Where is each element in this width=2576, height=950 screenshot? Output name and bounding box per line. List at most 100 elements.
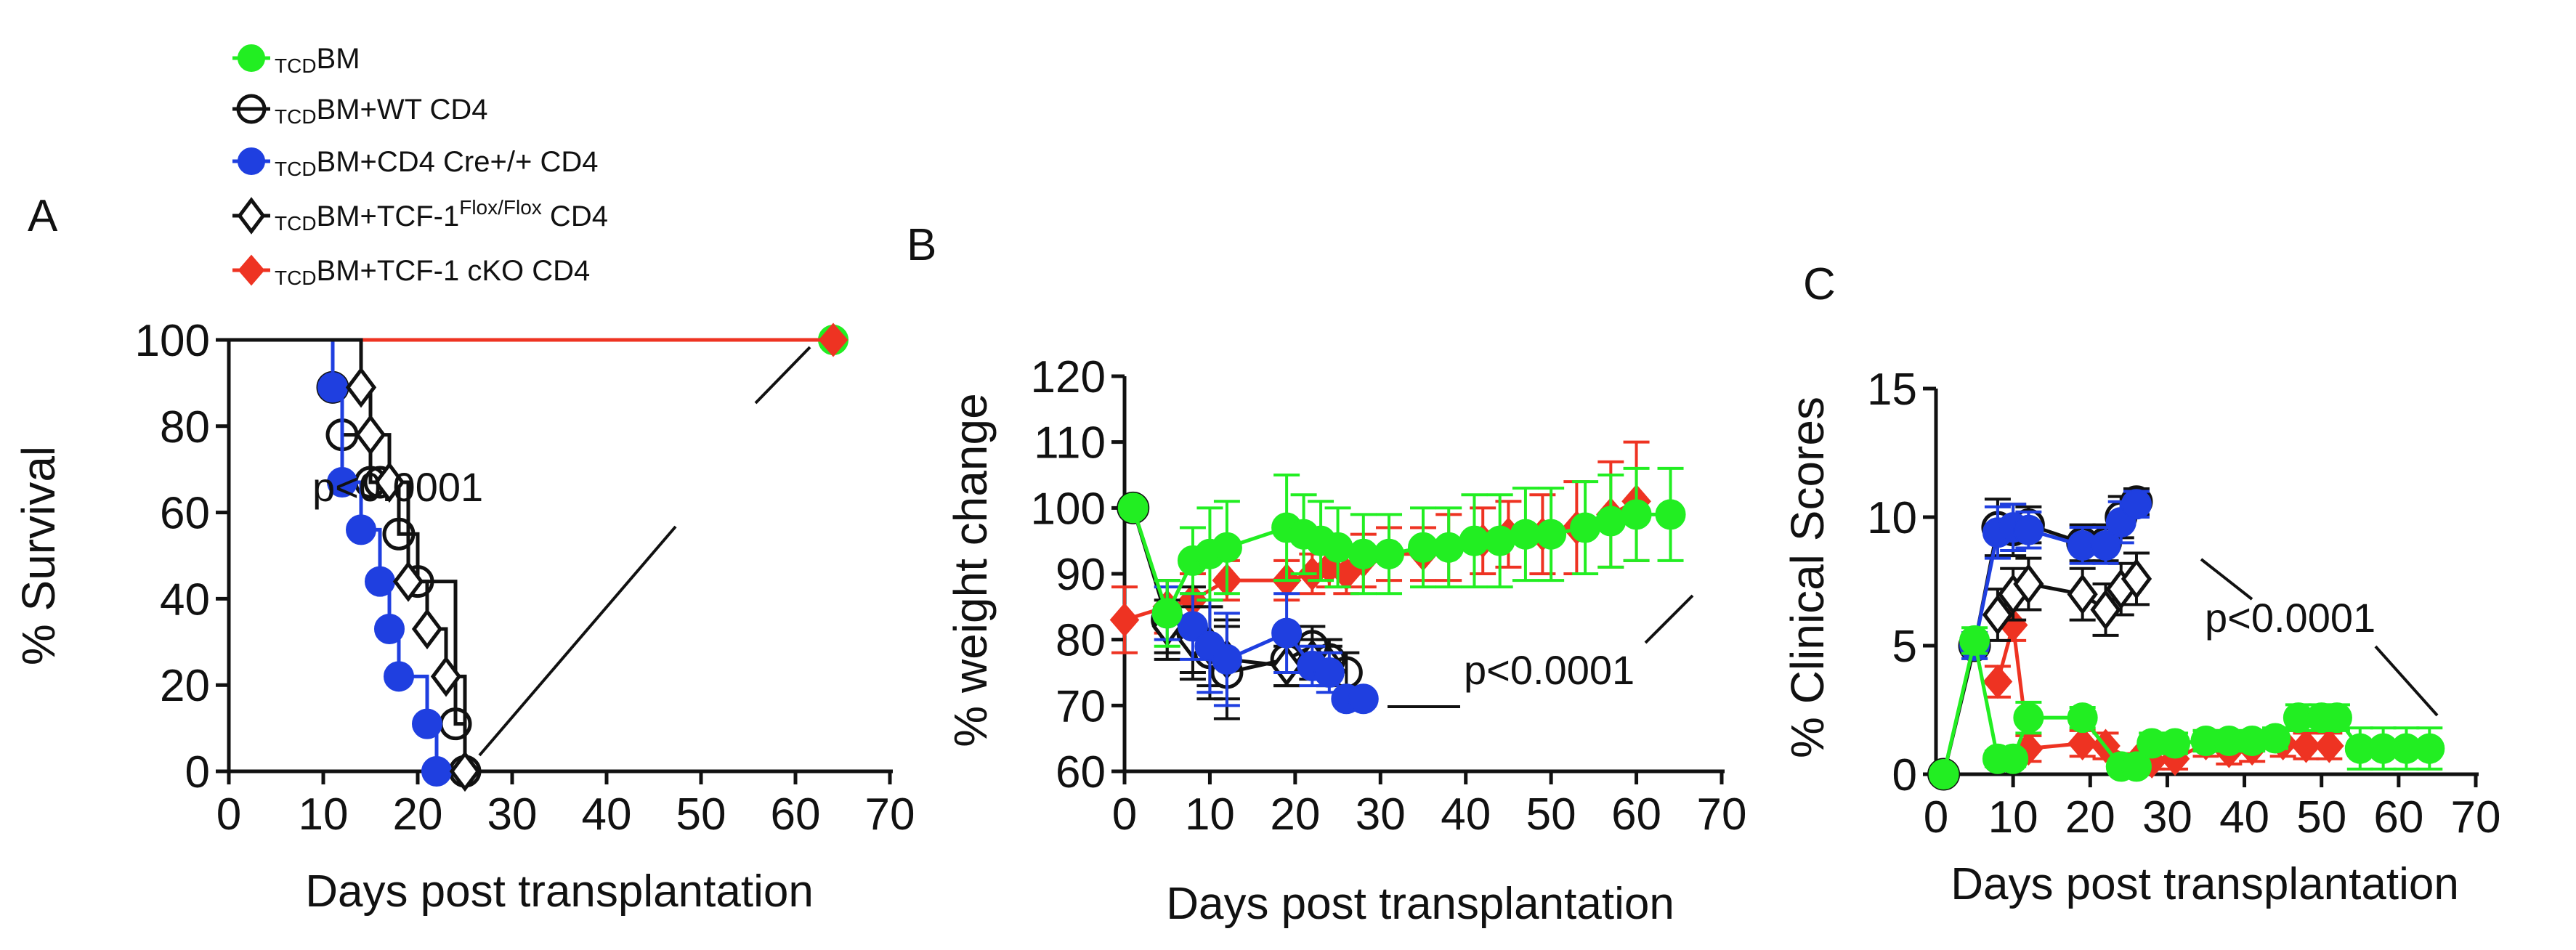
legend-item-cre: TCDBM+CD4 Cre+/+ CD4 (232, 146, 598, 180)
p-value-annotation: p<0.0001 (2200, 558, 2439, 717)
x-tick-label: 60 (771, 789, 821, 840)
y-tick-label: 0 (185, 747, 210, 797)
series-cre (1959, 489, 2152, 661)
legend-marker (238, 147, 265, 175)
data-point (1211, 532, 1242, 563)
legend-marker (238, 254, 265, 286)
legend-label: TCDBM+TCF-1 cKO CD4 (275, 255, 590, 289)
legend-sub: TCD (275, 105, 317, 128)
data-point (2260, 723, 2291, 754)
legend-sup: Flox/Flox (459, 196, 542, 219)
y-axis-label: % weight change (944, 393, 997, 747)
y-tick-label: 120 (1031, 352, 1106, 402)
legend-text: BM (317, 43, 360, 75)
x-tick-label: 60 (2373, 792, 2423, 843)
series-flox (229, 338, 481, 792)
data-point (1151, 598, 1183, 629)
data-point (1621, 499, 1652, 530)
x-tick-label: 10 (299, 789, 349, 840)
x-tick-label: 30 (1356, 789, 1406, 840)
y-tick-label: 110 (1034, 418, 1106, 468)
data-point (2291, 728, 2321, 763)
data-point (1313, 657, 1345, 688)
legend-sub: TCD (275, 212, 317, 235)
y-tick-label: 0 (1892, 750, 1917, 800)
legend-text: BM+TCF-1 cKO CD4 (317, 255, 591, 287)
x-tick-label: 0 (1112, 789, 1137, 840)
data-point (373, 461, 405, 503)
x-axis-label: Days post transplantation (305, 866, 814, 917)
data-point (1928, 759, 1959, 789)
legend-marker (236, 94, 267, 124)
x-tick-label: 50 (1526, 789, 1576, 840)
x-tick-label: 70 (865, 789, 915, 840)
x-tick-label: 30 (487, 789, 538, 840)
data-point (430, 656, 462, 697)
data-point (355, 414, 386, 455)
p-value-label: p<0.0001 (1464, 647, 1635, 693)
data-point (2090, 529, 2121, 561)
y-tick-label: 90 (1056, 550, 1106, 600)
data-point (345, 367, 377, 408)
legend-sub: TCD (275, 267, 317, 289)
x-tick-label: 30 (2142, 792, 2192, 843)
x-tick-label: 40 (582, 789, 632, 840)
data-point (1211, 644, 1242, 675)
y-tick-label: 100 (1031, 484, 1106, 534)
data-point (2067, 726, 2097, 761)
series-tcd (1117, 466, 1686, 648)
legend-text: BM+WT CD4 (317, 94, 488, 126)
x-tick-label: 0 (216, 789, 241, 840)
data-point (2067, 702, 2098, 734)
legend-marker (238, 44, 265, 72)
data-point (392, 561, 424, 602)
y-tick-label: 15 (1867, 365, 1917, 415)
legend-label: TCDBM+TCF-1Flox/Flox CD4 (275, 196, 608, 235)
data-point (1982, 594, 2014, 636)
axes-C: 0 10 20 30 40 50 60 70 0 5 10 15 Days post transplan… (1781, 365, 2500, 909)
x-tick-label: 50 (676, 789, 726, 840)
data-point (2121, 751, 2152, 782)
legend-sub: TCD (275, 158, 317, 180)
x-tick-label: 70 (2451, 792, 2501, 843)
legend-label: TCDBM+CD4 Cre+/+ CD4 (275, 146, 598, 180)
legend-item-flox: TCDBM+TCF-1Flox/Flox CD4 (232, 196, 608, 235)
data-point (1177, 611, 1208, 642)
legend-item-tcd: TCDBM (232, 43, 360, 77)
data-point (1655, 499, 1686, 530)
data-point (1271, 617, 1303, 649)
y-tick-label: 70 (1056, 681, 1106, 731)
data-point (1117, 492, 1149, 524)
y-tick-label: 80 (160, 402, 210, 452)
p-value-annotation: p<0.0001 (1388, 594, 1694, 708)
y-tick-label: 20 (160, 661, 210, 711)
x-tick-label: 40 (1441, 789, 1491, 840)
data-point (1998, 743, 2029, 774)
y-tick-label: 60 (160, 489, 210, 539)
legend-label: TCDBM+WT CD4 (275, 94, 488, 128)
data-point (818, 322, 848, 357)
p-value-label: p<0.0001 (312, 464, 483, 510)
legend-item-wt: TCDBM+WT CD4 (232, 94, 488, 128)
data-point (2067, 574, 2098, 615)
x-tick-label: 10 (1988, 792, 2038, 843)
x-tick-label: 20 (1270, 789, 1320, 840)
data-point (374, 613, 405, 644)
axes-A: 0 10 20 30 40 50 60 70 0 20 40 60 80 100 Days post tra… (12, 316, 915, 917)
x-tick-label: 40 (2219, 792, 2269, 843)
data-point (2414, 733, 2445, 764)
x-tick-label: 10 (1185, 789, 1235, 840)
x-tick-label: 0 (1924, 792, 1948, 843)
data-point (384, 661, 414, 692)
data-point (1536, 519, 1567, 550)
data-point (2160, 728, 2191, 759)
y-tick-label: 80 (1056, 616, 1106, 666)
data-point (412, 708, 442, 739)
y-axis-label: % Clinical Scores (1781, 397, 1834, 758)
legend-item-cko: TCDBM+TCF-1 cKO CD4 (232, 254, 590, 289)
data-point (1374, 538, 1405, 569)
